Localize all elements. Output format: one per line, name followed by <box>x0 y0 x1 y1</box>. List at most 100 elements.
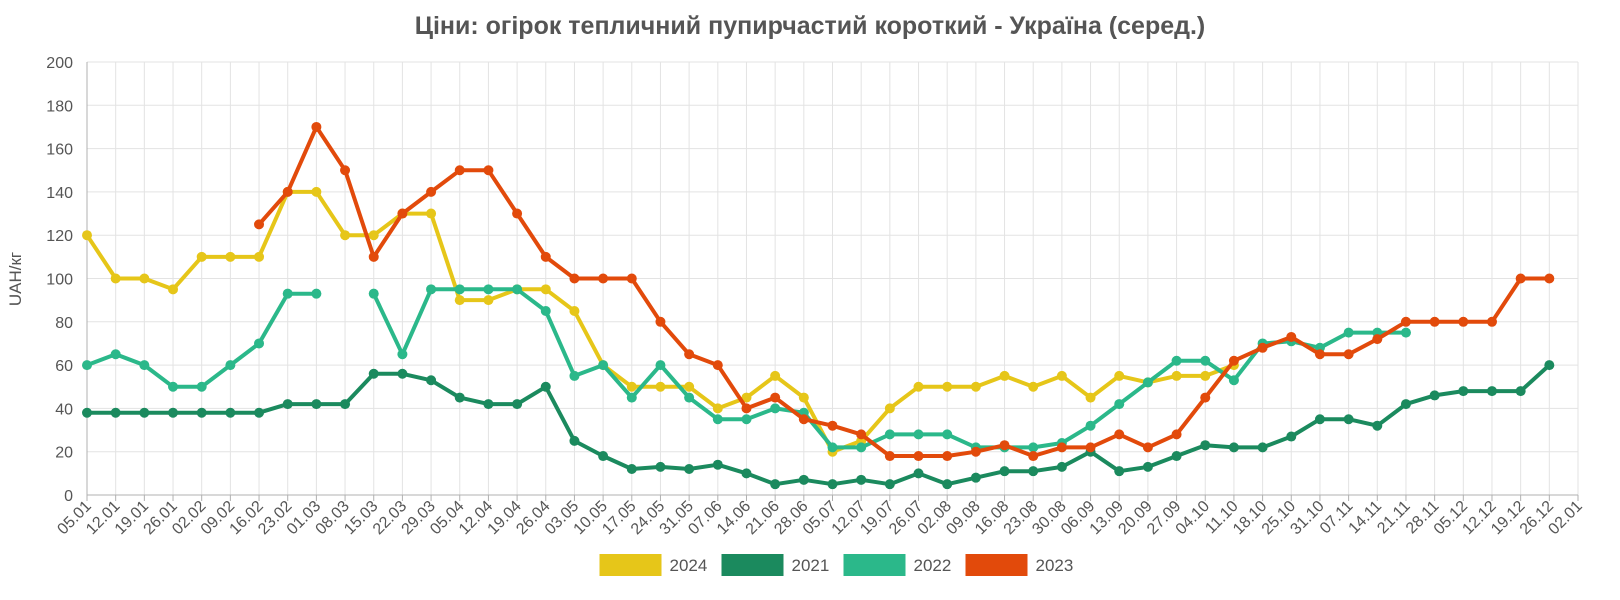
y-tick-label: 40 <box>55 401 73 418</box>
data-point <box>569 370 580 381</box>
data-point <box>225 360 236 371</box>
data-point <box>999 370 1010 381</box>
data-point <box>168 284 179 295</box>
y-tick-label: 160 <box>46 142 73 159</box>
legend-item-2024[interactable]: 2024 <box>599 554 708 576</box>
data-point <box>311 288 322 299</box>
data-point <box>1228 442 1239 453</box>
data-point <box>110 407 121 418</box>
legend-item-2022[interactable]: 2022 <box>843 554 952 576</box>
data-point <box>1114 399 1125 410</box>
data-point <box>1114 429 1125 440</box>
data-point <box>196 381 207 392</box>
series-line-2021 <box>85 363 1552 487</box>
data-point <box>225 251 236 262</box>
data-point <box>655 461 666 472</box>
data-point <box>741 392 752 403</box>
data-point <box>454 295 465 306</box>
data-point <box>397 208 408 219</box>
data-point <box>1257 442 1268 453</box>
data-point <box>798 474 809 485</box>
data-point <box>884 403 895 414</box>
data-point <box>426 208 437 219</box>
legend-label: 2022 <box>914 556 952 575</box>
data-point <box>110 349 121 360</box>
x-tick-label: 31.10 <box>1287 498 1327 538</box>
y-tick-label: 180 <box>46 98 73 115</box>
legend-item-2023[interactable]: 2023 <box>965 554 1074 576</box>
y-tick-label: 100 <box>46 272 73 289</box>
data-point <box>196 251 207 262</box>
data-point <box>540 305 551 316</box>
legend-swatch <box>721 554 784 576</box>
data-point <box>626 273 637 284</box>
series-line-2023 <box>257 124 1552 458</box>
data-point <box>1400 316 1411 327</box>
data-point <box>168 381 179 392</box>
y-tick-label: 80 <box>55 315 73 332</box>
data-point <box>798 392 809 403</box>
data-point <box>999 440 1010 451</box>
data-point <box>999 466 1010 477</box>
data-point <box>139 360 150 371</box>
data-point <box>1171 355 1182 366</box>
data-point <box>913 468 924 479</box>
data-point <box>254 338 265 349</box>
data-point <box>598 360 609 371</box>
data-point <box>741 403 752 414</box>
data-point <box>884 451 895 462</box>
data-point <box>970 472 981 483</box>
x-tick-label: 02.01 <box>1545 498 1585 538</box>
data-point <box>311 186 322 197</box>
legend-label: 2021 <box>792 556 830 575</box>
data-point <box>1085 392 1096 403</box>
data-point <box>655 360 666 371</box>
data-point <box>1028 466 1039 477</box>
data-point <box>1515 386 1526 397</box>
data-point <box>311 121 322 132</box>
data-point <box>1171 429 1182 440</box>
data-point <box>512 284 523 295</box>
legend-item-2021[interactable]: 2021 <box>721 554 830 576</box>
data-point <box>884 479 895 490</box>
data-point <box>1056 461 1067 472</box>
data-point <box>340 165 351 176</box>
y-tick-label: 140 <box>46 185 73 202</box>
legend-label: 2024 <box>670 556 708 575</box>
data-point <box>1085 420 1096 431</box>
data-point <box>942 451 953 462</box>
data-point <box>1171 451 1182 462</box>
legend[interactable]: 2024 2021 2022 2023 <box>599 554 1074 576</box>
data-point <box>168 407 179 418</box>
data-point <box>598 451 609 462</box>
axes: 02040608010012014016018020005.0112.0119.… <box>46 55 1586 538</box>
data-point <box>1400 327 1411 338</box>
data-point <box>569 435 580 446</box>
data-point <box>741 468 752 479</box>
data-point <box>454 392 465 403</box>
data-point <box>82 360 92 371</box>
data-point <box>1429 390 1440 401</box>
data-point <box>1429 316 1440 327</box>
data-point <box>684 349 695 360</box>
data-point <box>655 381 666 392</box>
y-tick-label: 200 <box>46 55 73 72</box>
data-point <box>741 414 752 425</box>
data-point <box>770 479 781 490</box>
data-point <box>225 407 236 418</box>
data-point <box>856 429 867 440</box>
data-point <box>1372 334 1383 345</box>
data-point <box>1085 442 1096 453</box>
data-point <box>1171 370 1182 381</box>
data-point <box>770 392 781 403</box>
data-point <box>1458 386 1469 397</box>
data-point <box>684 381 695 392</box>
data-point <box>569 305 580 316</box>
legend-swatch <box>599 554 662 576</box>
data-point <box>770 403 781 414</box>
data-point <box>913 451 924 462</box>
data-point <box>426 186 437 197</box>
data-point <box>139 273 150 284</box>
data-point <box>626 381 637 392</box>
